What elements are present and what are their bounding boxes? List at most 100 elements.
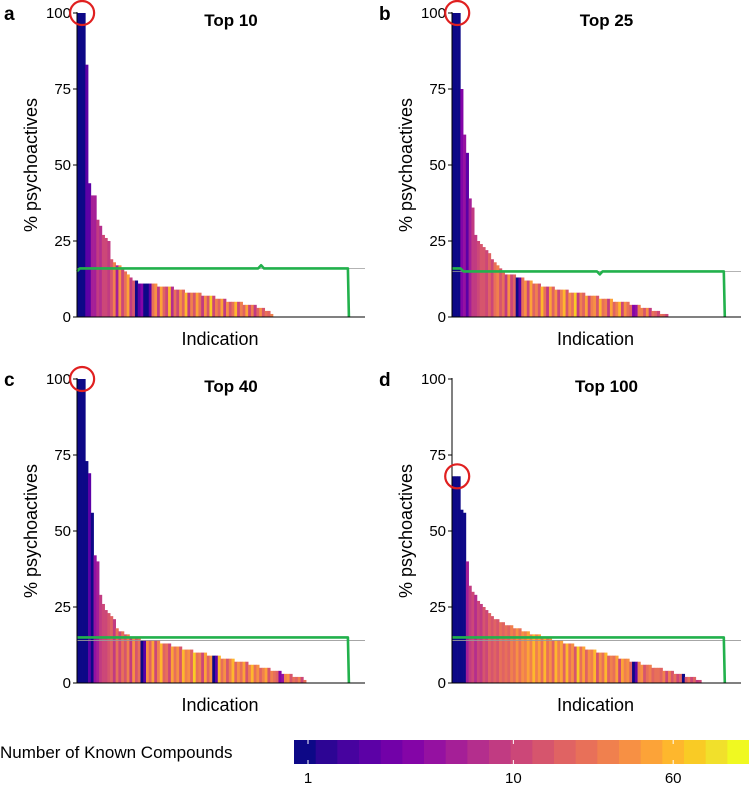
bar [77, 379, 81, 683]
bar [656, 310, 661, 317]
bar [659, 313, 663, 317]
bar [656, 667, 661, 683]
y-tick-label: 0 [63, 675, 71, 692]
bar [501, 622, 505, 683]
bar [96, 561, 100, 683]
x-axis-title: Indication [181, 329, 258, 349]
panel-title: Top 100 [575, 377, 638, 396]
bar [452, 13, 456, 317]
colorbar-segment [575, 740, 598, 764]
bar [206, 655, 210, 683]
bar [151, 640, 155, 683]
bar [126, 634, 130, 683]
panel-letter: c [4, 370, 15, 391]
bar [476, 241, 481, 317]
y-tick-label: 25 [54, 233, 71, 250]
bar [248, 664, 252, 683]
bar [607, 298, 611, 317]
bar [626, 658, 630, 683]
bar [250, 664, 254, 683]
colorbar-segment [467, 740, 490, 764]
bar [256, 664, 260, 683]
bar [546, 637, 550, 683]
panel-title: Top 25 [580, 11, 634, 30]
bar [568, 643, 572, 683]
bar [540, 286, 544, 317]
bar [264, 667, 268, 683]
bar [220, 658, 224, 683]
bar [272, 670, 277, 683]
bar [548, 637, 553, 683]
bar [242, 304, 246, 317]
bar [651, 667, 655, 683]
bar [195, 292, 199, 317]
bar [535, 634, 539, 683]
bar [634, 304, 638, 317]
bar [82, 13, 86, 317]
bar [134, 280, 139, 317]
bar [485, 250, 489, 317]
colorbar-tick-label: 10 [505, 770, 522, 787]
bar [168, 643, 172, 683]
bars [77, 13, 274, 318]
bar [184, 649, 188, 683]
bar [665, 313, 669, 317]
bar [215, 298, 219, 317]
bar [571, 643, 575, 683]
bar [93, 195, 97, 317]
bar [535, 283, 539, 317]
bar [518, 277, 522, 317]
bar [261, 307, 266, 317]
bar [673, 673, 677, 683]
bar [659, 667, 663, 683]
bar [289, 673, 293, 683]
bar [670, 670, 674, 683]
bar [259, 307, 263, 317]
bar [104, 237, 108, 317]
bar [640, 307, 644, 317]
bar [110, 259, 114, 317]
colorbar-segment [489, 740, 512, 764]
bar [604, 298, 608, 317]
y-tick-label: 0 [438, 309, 446, 326]
bar [115, 628, 119, 683]
y-axis-title: % psychoactives [396, 464, 416, 598]
bars [452, 476, 702, 683]
bar [510, 274, 514, 317]
highlight-circle [444, 0, 471, 27]
y-tick-label: 25 [429, 233, 446, 250]
bar [615, 301, 619, 317]
panel-d: d Top 100 0 25 50 75 100 Indication % psychoacti… [379, 370, 741, 715]
bar [99, 225, 103, 317]
bar [248, 304, 252, 317]
bar [465, 152, 469, 317]
bar [654, 667, 658, 683]
bar [598, 298, 602, 317]
bar [695, 679, 699, 683]
bar [668, 670, 672, 683]
legend-title: Number of Known Compounds [0, 743, 232, 762]
bar [551, 640, 555, 683]
bar [654, 310, 658, 317]
bar [93, 555, 97, 683]
bar [212, 655, 216, 683]
bar [201, 652, 205, 683]
bar [510, 625, 514, 683]
bar [187, 292, 191, 317]
bar [504, 625, 508, 683]
bar [637, 304, 641, 317]
bar [123, 271, 128, 317]
bar [132, 637, 136, 683]
bar [457, 13, 461, 317]
colorbar-tick-label: 60 [665, 770, 682, 787]
bar [237, 661, 241, 683]
bar [99, 594, 103, 683]
bar [79, 379, 83, 683]
bar [201, 295, 205, 317]
bar [590, 295, 594, 317]
bar [88, 183, 92, 317]
bars [77, 379, 307, 683]
bar [476, 600, 481, 683]
bar [601, 298, 605, 317]
